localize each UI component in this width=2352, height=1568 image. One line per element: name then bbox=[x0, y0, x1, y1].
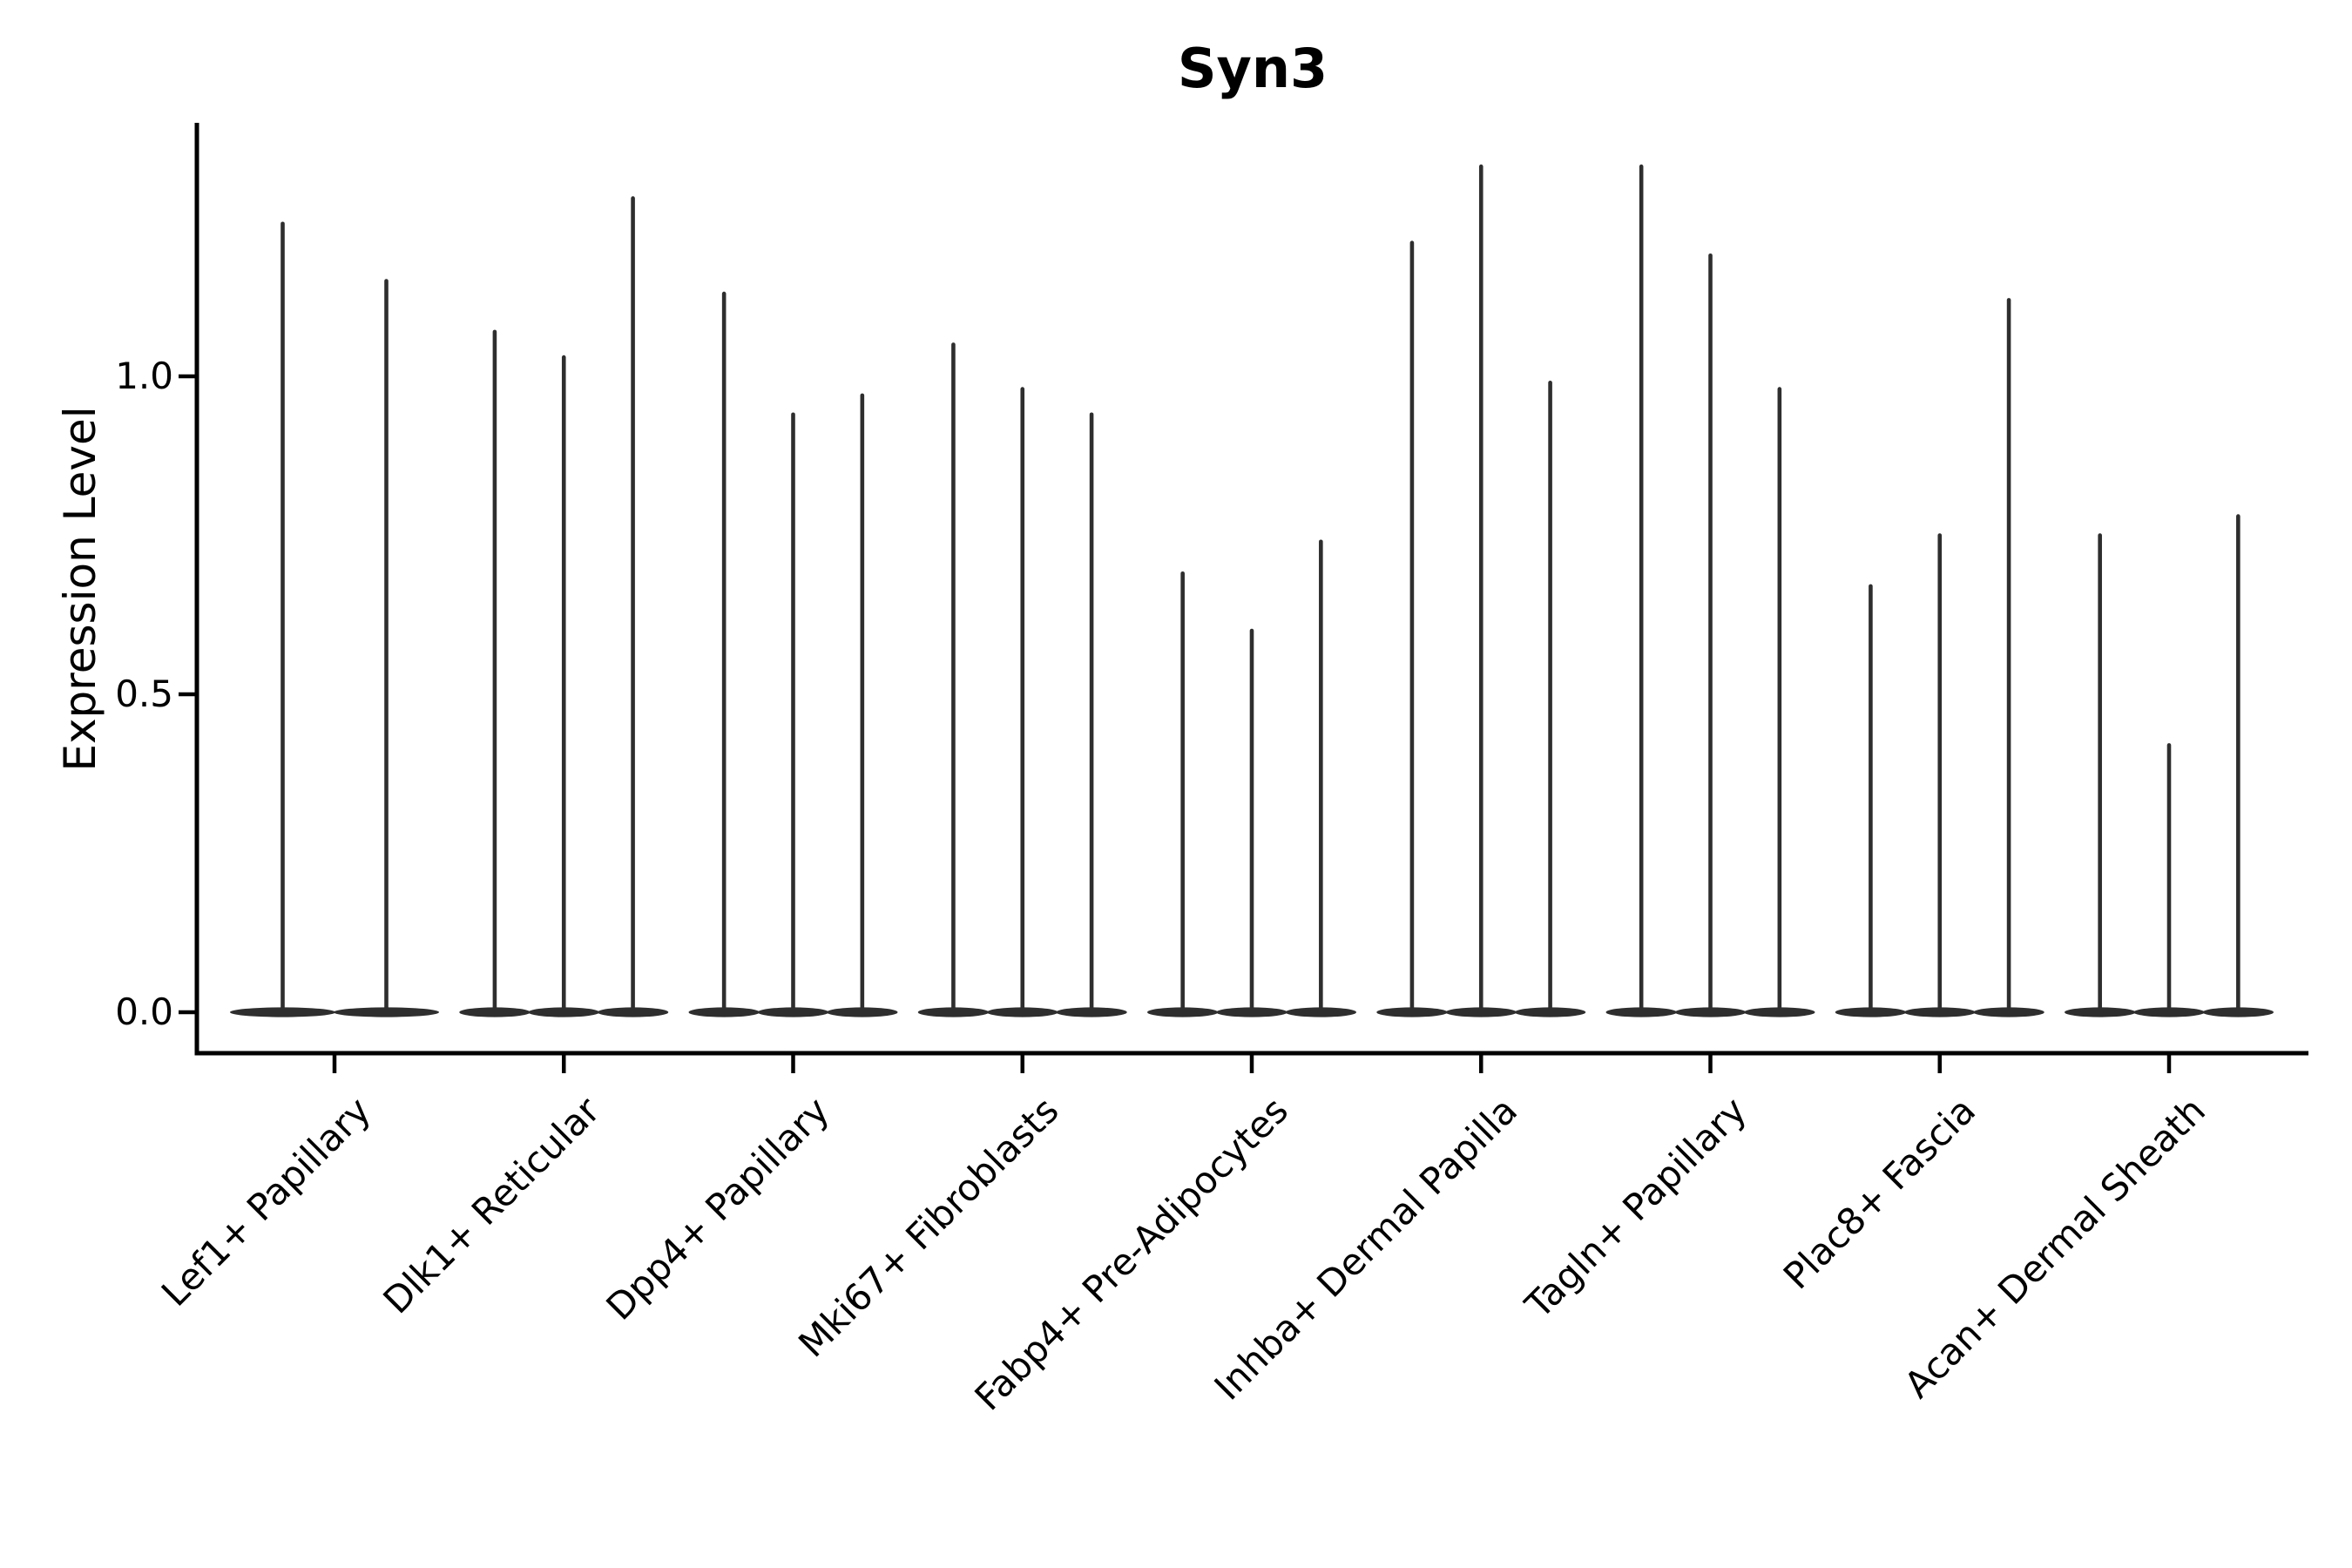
y-tick-label: 0.0 bbox=[115, 990, 173, 1033]
y-axis-label: Expression Level bbox=[55, 406, 105, 772]
y-tick-label: 0.5 bbox=[115, 672, 173, 715]
y-tick-label: 1.0 bbox=[115, 355, 173, 397]
plot-title: Syn3 bbox=[1177, 37, 1328, 100]
